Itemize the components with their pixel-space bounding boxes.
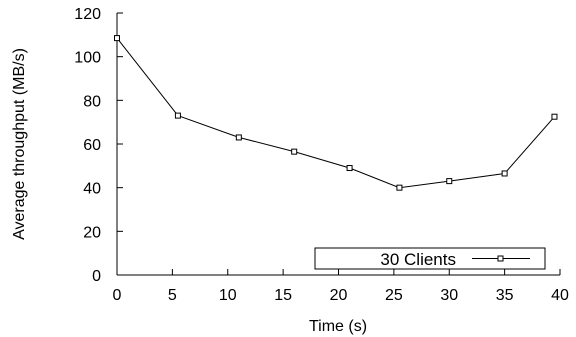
series-group xyxy=(114,35,558,191)
x-tick-label: 20 xyxy=(330,287,348,304)
data-point xyxy=(235,134,242,141)
y-tick-label: 0 xyxy=(92,268,101,285)
y-tick-label: 60 xyxy=(83,137,101,154)
data-point xyxy=(501,170,508,177)
data-point xyxy=(346,165,353,172)
y-axis-ticks: 0 20 40 60 80 100 120 xyxy=(74,6,123,285)
x-tick-label: 25 xyxy=(385,287,403,304)
y-tick-label: 20 xyxy=(83,224,101,241)
data-point xyxy=(446,178,453,185)
legend-marker-sample xyxy=(497,255,504,262)
data-point xyxy=(291,148,298,155)
x-tick-label: 0 xyxy=(113,287,122,304)
x-tick-label: 40 xyxy=(551,287,569,304)
x-axis-ticks: 0 5 10 15 20 25 30 35 40 xyxy=(113,269,569,304)
x-tick-label: 15 xyxy=(274,287,292,304)
x-tick-label: 30 xyxy=(440,287,458,304)
data-point xyxy=(174,112,181,119)
plot-area: 0 20 40 60 80 100 120 0 5 10 15 20 25 30 35 40 xyxy=(74,6,569,304)
data-point xyxy=(396,184,403,191)
data-point xyxy=(114,35,120,42)
y-tick-label: 40 xyxy=(83,181,101,198)
y-tick-label: 80 xyxy=(83,93,101,110)
x-tick-label: 35 xyxy=(496,287,514,304)
x-axis-title: Time (s) xyxy=(309,318,367,335)
series-line xyxy=(116,37,555,189)
y-axis-title: Average throughput (MB/s) xyxy=(11,48,28,240)
data-point xyxy=(551,113,558,120)
x-tick-label: 10 xyxy=(219,287,237,304)
legend: 30 Clients xyxy=(314,247,546,270)
legend-box xyxy=(314,247,546,270)
legend-label: 30 Clients xyxy=(380,250,456,269)
x-tick-label: 5 xyxy=(168,287,177,304)
y-tick-label: 100 xyxy=(74,50,101,67)
y-tick-label: 120 xyxy=(74,6,101,23)
